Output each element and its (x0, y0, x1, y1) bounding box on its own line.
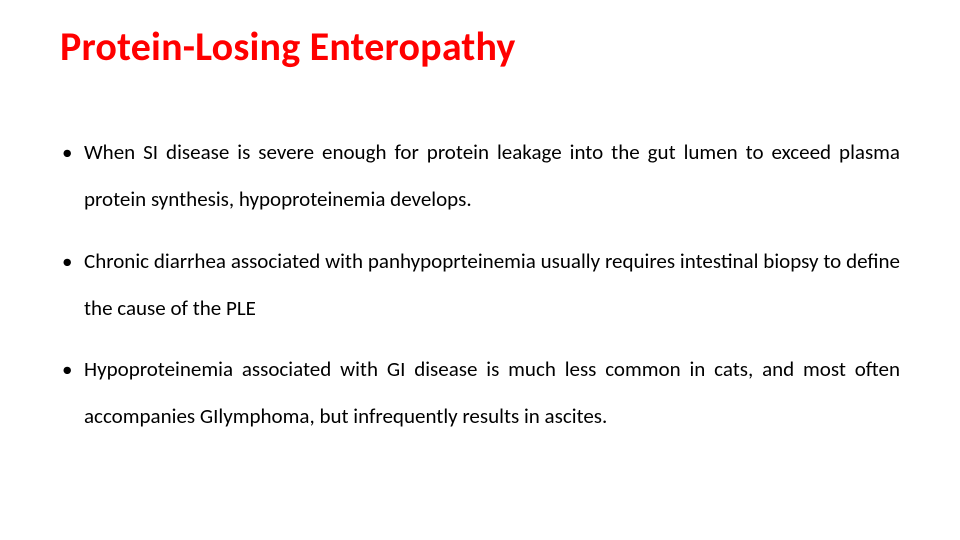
list-item: When SI disease is severe enough for pro… (60, 129, 900, 224)
slide: Protein-Losing Enteropathy When SI disea… (0, 0, 960, 540)
list-item: Hypoproteinemia associated with GI disea… (60, 346, 900, 441)
list-item: Chronic diarrhea associated with panhypo… (60, 238, 900, 333)
bullet-list: When SI disease is severe enough for pro… (60, 129, 900, 441)
slide-title: Protein-Losing Enteropathy (60, 22, 900, 71)
